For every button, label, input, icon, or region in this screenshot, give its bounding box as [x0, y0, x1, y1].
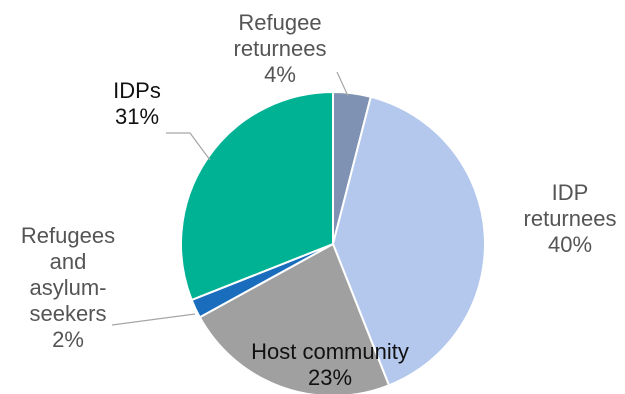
- slice-label-line: 40%: [548, 232, 592, 257]
- slice-label-line: asylum-: [29, 275, 106, 300]
- slice-labels: Refugee returnees 4%IDP returnees 40%Host co…: [21, 10, 617, 390]
- pie-slice-idp-returnees: [331, 95, 486, 387]
- leader-line: [111, 313, 196, 326]
- slice-label-line: 2%: [52, 327, 84, 352]
- leader-line: [166, 132, 211, 161]
- slice-label-line: 4%: [264, 62, 296, 87]
- slice-label-line: Refugee: [238, 10, 321, 35]
- slice-label-line: seekers: [29, 301, 106, 326]
- pie-slice-host-community: [198, 242, 391, 394]
- slice-label-line: 31%: [115, 104, 159, 129]
- pie-slice-idps: [180, 90, 334, 302]
- leader-line: [336, 71, 349, 97]
- slice-label-line: and: [50, 249, 87, 274]
- slice-label: Refugee returnees 4%: [234, 10, 327, 87]
- slice-label-line: IDP: [552, 180, 589, 205]
- slice-label: Refugees and asylum-seekers 2%: [21, 223, 115, 352]
- slice-label-line: 23%: [308, 365, 352, 390]
- slice-label: Host community 23%: [251, 339, 409, 390]
- pie-slices: [180, 90, 486, 394]
- slice-label: IDP returnees 40%: [524, 180, 617, 257]
- slice-label: IDPs 31%: [113, 78, 161, 129]
- slice-label-line: Refugees: [21, 223, 115, 248]
- leader-lines: [111, 71, 349, 326]
- slice-label-line: Host community: [251, 339, 409, 364]
- slice-label-line: returnees: [234, 36, 327, 61]
- slice-label-line: returnees: [524, 206, 617, 231]
- slice-label-line: IDPs: [113, 78, 161, 103]
